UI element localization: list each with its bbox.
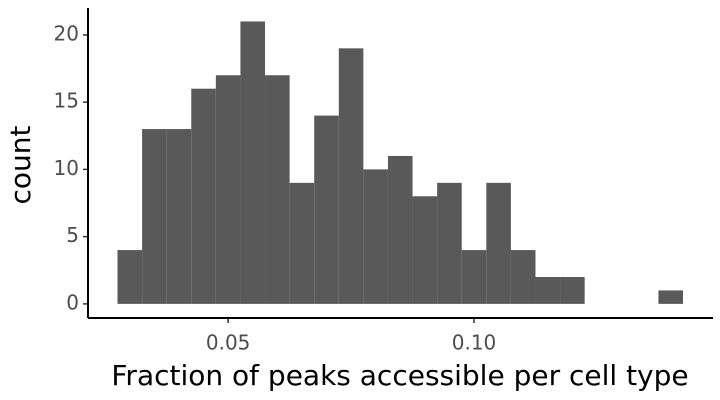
y-tick-label: 10 [54,156,79,180]
bar [215,75,241,304]
bar [240,21,266,304]
x-tick-label: 0.10 [452,331,497,355]
y-tick-label: 5 [66,223,79,247]
bar [265,75,290,304]
bar [363,169,388,304]
y-tick-label: 20 [54,21,79,45]
y-tick-label: 0 [66,290,79,314]
x-tick-label: 0.05 [206,331,251,355]
bar [289,182,315,304]
bar [338,48,364,304]
bar [387,155,413,304]
bar [314,115,339,304]
bar [166,129,192,304]
bar [437,182,462,304]
bar [412,196,438,304]
bar [117,250,143,304]
bar [560,276,585,304]
y-tick-label: 15 [54,89,79,113]
bar [510,250,536,304]
bar [486,182,511,304]
y-axis-title: count [4,125,37,204]
bar [461,250,487,304]
bar [191,88,216,304]
bar [658,290,684,304]
bar [535,276,561,304]
bar [142,129,167,304]
x-axis-title: Fraction of peaks accessible per cell ty… [111,359,688,392]
